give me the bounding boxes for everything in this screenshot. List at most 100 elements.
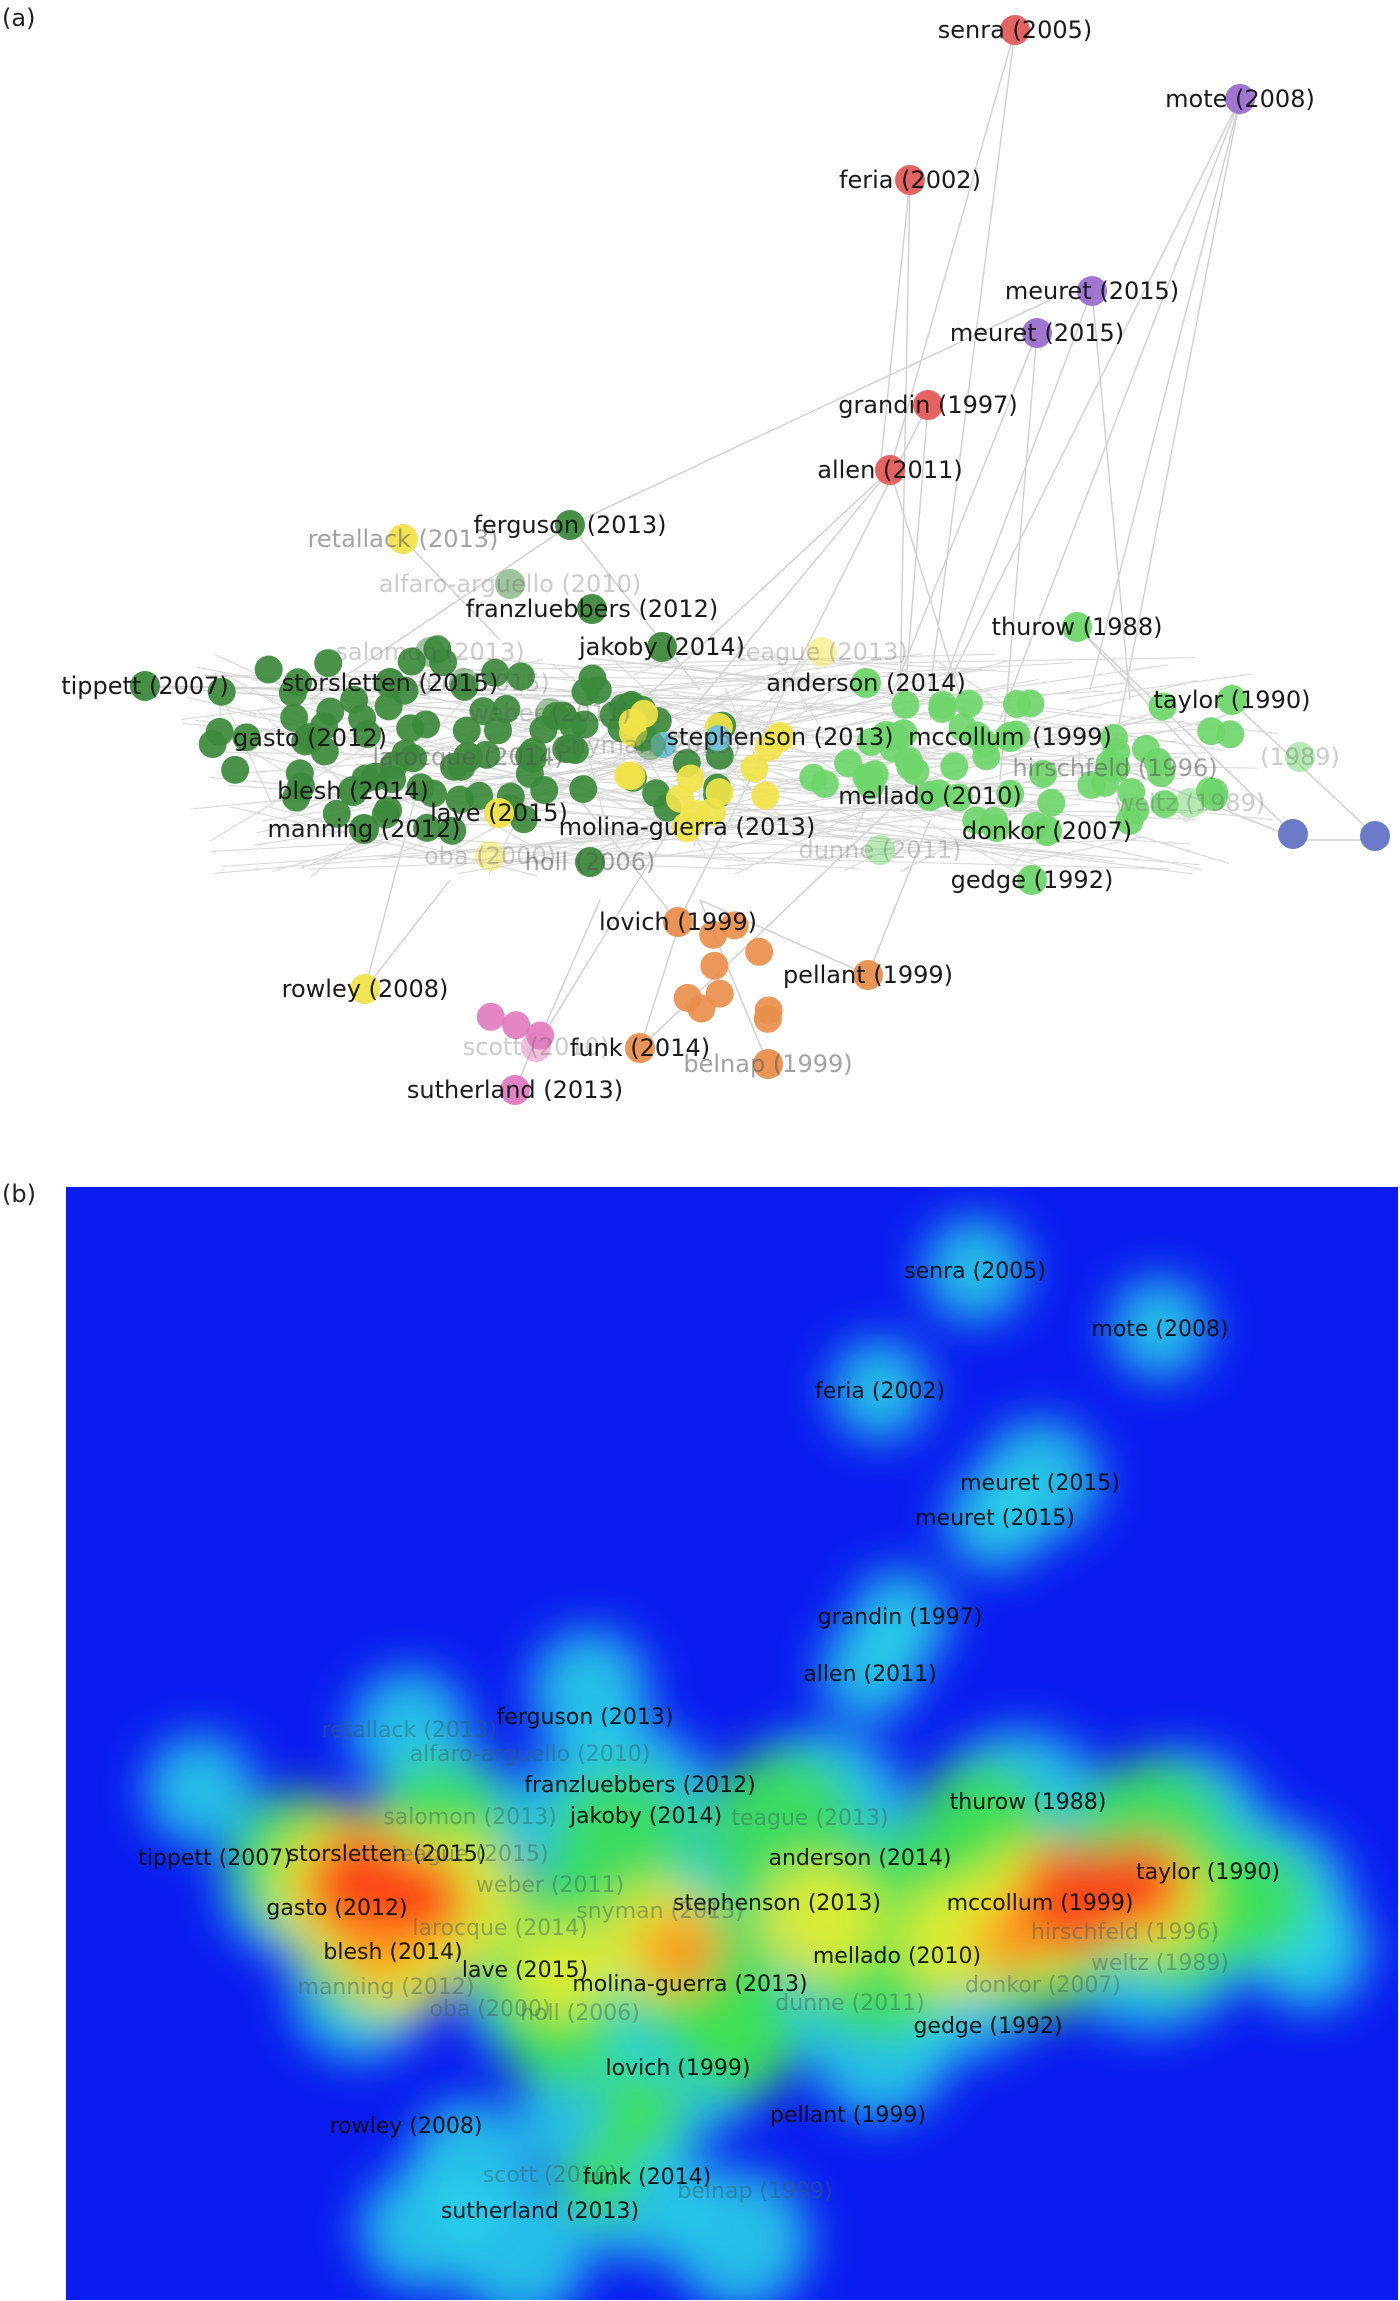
node-meuret-2015 [1022, 318, 1052, 348]
heatmap-density [145, 1218, 1370, 2300]
network-node [1360, 821, 1390, 851]
edge [889, 29, 1016, 471]
heat-label-mellado-2010: mellado (2010) [813, 1944, 981, 1969]
network-node [948, 713, 977, 742]
node-rowley-2008 [350, 974, 380, 1004]
heat-label-anderson-2014: anderson (2014) [769, 1846, 952, 1871]
label-lovich-1999: lovich (1999) [599, 908, 757, 936]
network-node [221, 755, 250, 784]
edge [699, 469, 891, 701]
edge [308, 839, 1137, 870]
label-stephenson-2013: stephenson (2013) [667, 723, 894, 751]
edge [271, 659, 1011, 872]
network-node [506, 662, 535, 691]
network-node [982, 814, 1011, 843]
network-node [1150, 790, 1179, 819]
edge [734, 785, 913, 875]
network-node [492, 694, 521, 723]
edge [999, 98, 1241, 721]
heat-label-pellant-1999: pellant (1999) [770, 2103, 926, 2128]
network-node [278, 678, 307, 707]
edge [364, 879, 451, 990]
node-mccollum-1999 [995, 722, 1025, 752]
network-node [406, 773, 435, 802]
panel-a-label: (a) [2, 4, 36, 32]
network-node [740, 754, 769, 783]
network-node [1077, 770, 1106, 799]
label-meuret-2015: meuret (2015) [1005, 277, 1179, 305]
network-node [751, 781, 780, 810]
label-oba-2000: oba (2000) [424, 842, 556, 870]
heat-label-oba-2000: oba (2000) [429, 1997, 550, 2022]
network-node [254, 655, 283, 684]
node-gasto-2012 [295, 723, 325, 753]
heat-label-gasto-2012: gasto (2012) [266, 1896, 407, 1921]
heat-label-manning-2012: manning (2012) [298, 1975, 475, 2000]
node-thurow-1988 [1062, 612, 1092, 642]
heat-label-gedge-1992: gedge (1992) [913, 2014, 1062, 2039]
edge [879, 179, 911, 471]
node-lave-2015 [484, 798, 514, 828]
edge [569, 299, 1051, 526]
label-hirschfeld-1996: hirschfeld (1996) [1012, 754, 1217, 782]
network-node [570, 710, 599, 739]
label-mote-2008: mote (2008) [1165, 85, 1315, 113]
node-larocque-2014 [453, 742, 483, 772]
density-blob [360, 2170, 480, 2290]
label-molina-guerra-2013: molina-guerra (2013) [559, 813, 816, 841]
label-belnap-1999: belnap (1999) [683, 1050, 852, 1078]
heat-label-blesh-2014: blesh (2014) [323, 1940, 462, 1965]
node-donkor-2007 [1032, 816, 1062, 846]
network-labels: senra (2005) mote (2008) feria (2002) meure… [61, 16, 1340, 1104]
heat-label-larocque-2014: larocque (2014) [412, 1916, 587, 1941]
label-franzluebbers-2012: franzluebbers (2012) [466, 595, 719, 623]
density-blob [145, 1735, 255, 1845]
node-scott-2010 [521, 1032, 551, 1062]
network-node [476, 1002, 505, 1031]
label-allen-2011: allen (2011) [817, 456, 962, 484]
heat-label-rowley-2008: rowley (2008) [330, 2114, 483, 2139]
heat-label-weber-2011: weber (2011) [476, 1873, 624, 1898]
density-blob [923, 1218, 1027, 1322]
network-node [232, 723, 261, 752]
label-mellado-2010: mellado (2010) [838, 782, 1022, 810]
network-node [720, 911, 749, 940]
edge [1089, 98, 1241, 691]
edge [1076, 626, 1201, 761]
label-1989: (1989) [1260, 743, 1340, 771]
network-node [1121, 796, 1150, 825]
edge [1028, 835, 1145, 862]
density-blob [345, 1915, 415, 1985]
heat-label-storsletten-2015: storsletten (2015) [288, 1842, 487, 1867]
label-feria-2002: feria (2002) [839, 166, 981, 194]
panel-b-label: (b) [2, 1180, 36, 1208]
node-gedge-1992 [1017, 865, 1047, 895]
label-salomon-2013: salomon (2013) [335, 638, 524, 666]
network-node [617, 762, 646, 791]
density-blob [1095, 1840, 1185, 1930]
label-tippett-2007: tippett (2007) [61, 672, 229, 700]
heat-label-donkor-2007: donkor (2007) [965, 1973, 1121, 1998]
network-node [502, 1011, 531, 1040]
heat-label-meuret-2015: meuret (2015) [960, 1471, 1120, 1496]
node-jakoby-2014 [647, 632, 677, 662]
network-node [282, 783, 311, 812]
node-oba-2000 [475, 841, 505, 871]
label-mccollum-1999: mccollum (1999) [908, 723, 1112, 751]
network-node [316, 697, 345, 726]
edge [402, 538, 501, 641]
label-senra-2005: senra (2005) [938, 16, 1093, 44]
edge [488, 733, 1109, 770]
network-node [705, 778, 734, 807]
heat-label-holl-2006: holl (2006) [520, 2001, 640, 2026]
heat-label-franzluebbers-2012: franzluebbers (2012) [524, 1773, 755, 1798]
node-holl-2006 [575, 847, 605, 877]
node-mellado-2010 [915, 781, 945, 811]
node-senra-2005 [1000, 15, 1030, 45]
edge [1076, 626, 1301, 841]
network-node [285, 759, 314, 788]
heat-label-meuret-2015: meuret (2015) [915, 1506, 1075, 1531]
density-blob [680, 1980, 800, 2100]
edge [1091, 290, 1131, 701]
node-teague-2013 [807, 637, 837, 667]
